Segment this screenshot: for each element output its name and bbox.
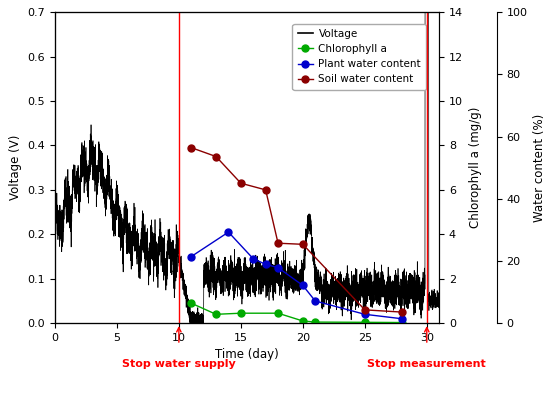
Y-axis label: Water content (%): Water content (%)	[533, 114, 546, 222]
Y-axis label: Chlorophyll a (mg/g): Chlorophyll a (mg/g)	[469, 107, 481, 228]
Text: Stop water supply: Stop water supply	[122, 359, 236, 369]
X-axis label: Time (day): Time (day)	[215, 349, 279, 362]
Legend: Voltage, Chlorophyll a, Plant water content, Soil water content: Voltage, Chlorophyll a, Plant water cont…	[293, 23, 427, 90]
Text: Stop measurement: Stop measurement	[367, 359, 486, 369]
Y-axis label: Voltage (V): Voltage (V)	[9, 135, 22, 200]
